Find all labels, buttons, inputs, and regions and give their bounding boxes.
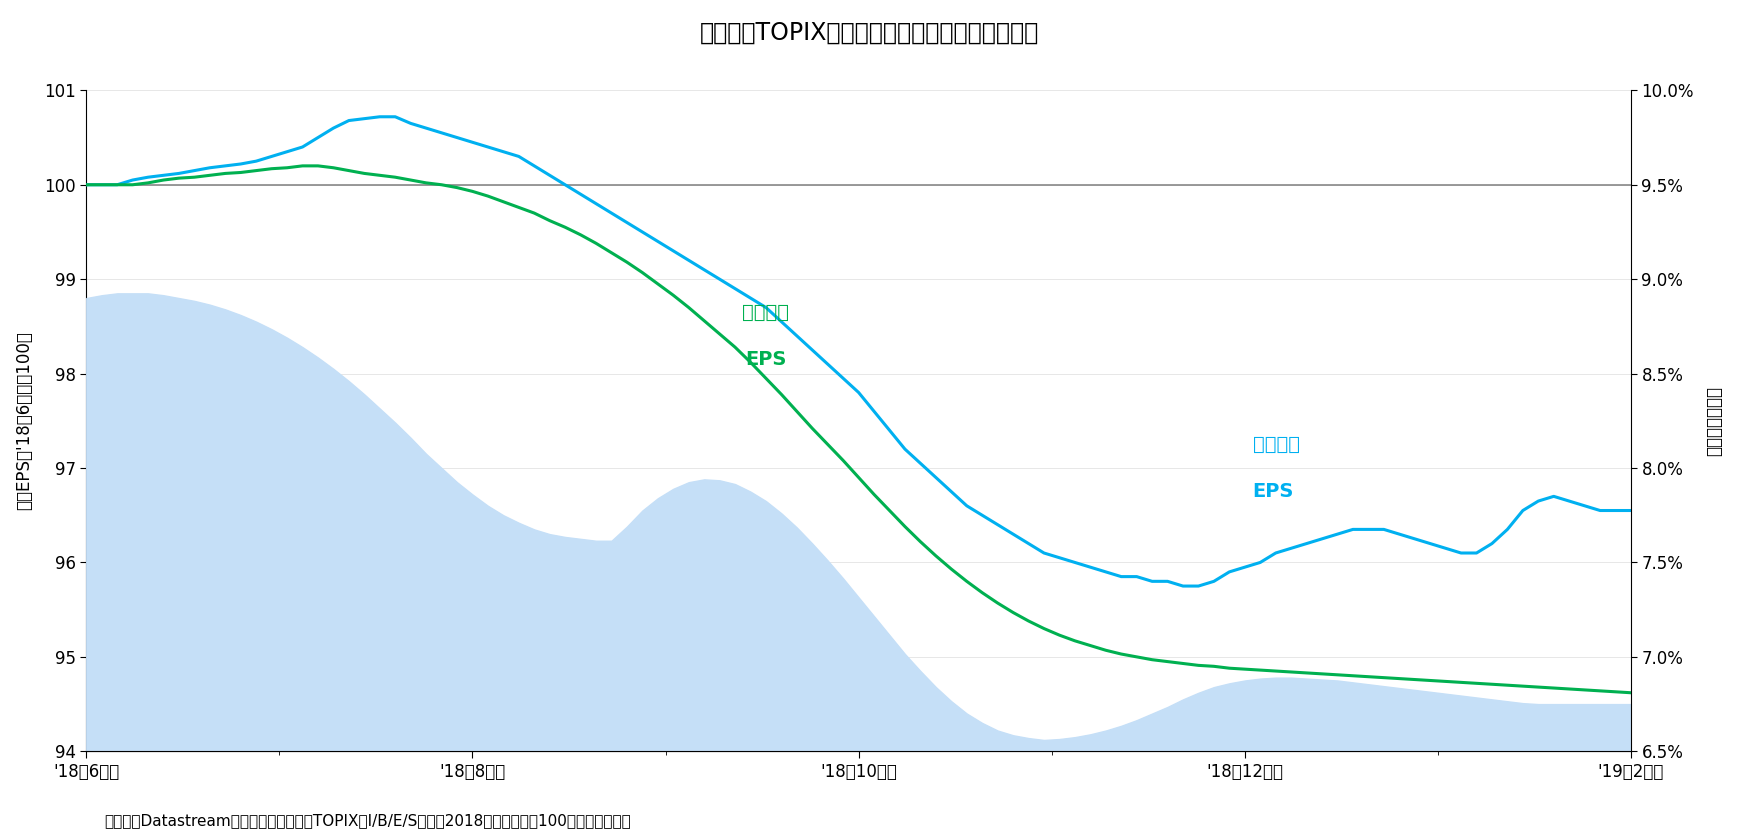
Text: （資料）Datastreamから作成。ＥＰＳはTOPIXのI/B/E/S予想で2018年６末時点を100とし、指数化。: （資料）Datastreamから作成。ＥＰＳはTOPIXのI/B/E/S予想で2…	[104, 814, 631, 829]
Text: 今期予想: 今期予想	[1253, 435, 1300, 454]
Text: EPS: EPS	[1253, 482, 1293, 501]
Text: 来期予想: 来期予想	[742, 303, 789, 322]
Text: 来期予想: 来期予想	[302, 577, 349, 596]
Text: 図表２：TOPIXのＥＰＳと来期予想増益率の推移: 図表２：TOPIXのＥＰＳと来期予想増益率の推移	[699, 21, 1039, 45]
Text: 増益率（右軸）: 増益率（右軸）	[285, 628, 367, 648]
Y-axis label: 予想EPS（'18年6月末＝100）: 予想EPS（'18年6月末＝100）	[16, 331, 33, 510]
Y-axis label: 来期予想増益率: 来期予想増益率	[1705, 385, 1722, 456]
Text: EPS: EPS	[746, 350, 787, 369]
